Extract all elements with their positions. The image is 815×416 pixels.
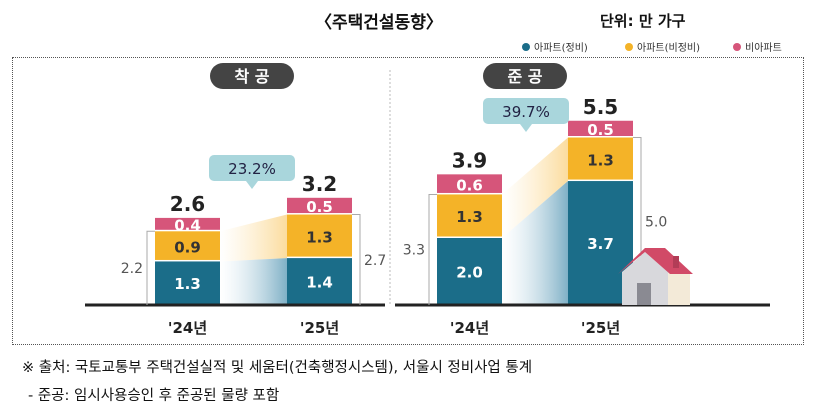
bar-segment <box>287 258 352 304</box>
bracket-line <box>352 214 361 305</box>
data-label: 1.3 <box>306 228 333 246</box>
apartment-total-label: 2.7 <box>364 253 386 269</box>
data-label: 0.4 <box>174 217 201 235</box>
house-wall <box>668 272 690 305</box>
total-label: 2.6 <box>170 192 205 216</box>
data-label: 1.3 <box>174 275 201 293</box>
trend-band <box>220 258 287 305</box>
trend-band <box>502 181 568 305</box>
source-note: ※ 출처: 국토교통부 주택건설실적 및 세움터(건축행정시스템), 서울시 정… <box>22 360 533 376</box>
data-label: 1.4 <box>306 274 333 292</box>
legend-label: 비아파트 <box>745 43 782 54</box>
data-label: 0.6 <box>456 176 483 194</box>
apartment-total-label: 2.2 <box>121 261 143 277</box>
legend-label: 아파트(비정비) <box>637 43 701 54</box>
bar-segment <box>287 197 352 214</box>
trend-band <box>220 214 287 262</box>
apartment-total-label: 3.3 <box>403 243 425 259</box>
legend-swatch <box>733 42 741 51</box>
panel-title: 착 공 <box>234 67 269 86</box>
legend-item: 아파트(정비) <box>522 39 588 54</box>
panel-title: 준 공 <box>507 67 542 86</box>
bar-segment <box>437 174 502 193</box>
house-chimney <box>673 256 679 268</box>
chart-frame <box>12 57 804 345</box>
bar-segment <box>155 217 220 230</box>
bracket-line <box>146 230 155 305</box>
footnote: - 준공: 임시사용승인 후 준공된 물량 포함 <box>28 388 280 404</box>
bar-segment <box>155 261 220 304</box>
legend-item: 비아파트 <box>733 39 782 54</box>
data-label: 0.5 <box>306 198 333 216</box>
panel-title-pill <box>210 63 294 89</box>
data-label: 1.3 <box>587 151 614 169</box>
growth-label: 23.2% <box>228 160 276 178</box>
bar-segment <box>437 194 502 237</box>
trend-band <box>502 137 568 238</box>
data-label: 2.0 <box>456 264 483 282</box>
bar-segment <box>155 231 220 260</box>
legend-swatch <box>522 42 530 51</box>
legend-label: 아파트(정비) <box>534 43 588 54</box>
growth-bubble <box>209 155 295 189</box>
bar-segment <box>568 120 633 136</box>
growth-bubble <box>483 98 569 132</box>
page-title: 〈주택건설동향〉 <box>315 13 443 33</box>
total-label: 5.5 <box>583 95 618 119</box>
bracket-line <box>428 193 437 305</box>
category-label: '24년 <box>168 319 207 337</box>
bar-segment <box>287 214 352 257</box>
bracket-line <box>633 137 642 305</box>
legend-item: 아파트(비정비) <box>625 39 700 54</box>
house-door <box>637 283 651 305</box>
total-label: 3.2 <box>302 172 337 196</box>
category-label: '24년 <box>450 319 489 337</box>
apartment-total-label: 5.0 <box>645 214 667 230</box>
house-icon <box>622 252 668 305</box>
data-label: 3.7 <box>587 235 614 253</box>
unit-label: 단위: 만 가구 <box>600 12 686 30</box>
growth-label: 39.7% <box>502 103 550 121</box>
legend-swatch <box>625 42 633 51</box>
data-label: 0.9 <box>174 238 201 256</box>
data-label: 0.5 <box>587 121 614 139</box>
total-label: 3.9 <box>452 148 487 172</box>
category-label: '25년 <box>300 319 339 337</box>
bar-segment <box>568 137 633 180</box>
category-label: '25년 <box>581 319 620 337</box>
panel-title-pill <box>483 63 567 89</box>
bar-segment <box>437 238 502 304</box>
data-label: 1.3 <box>456 208 483 226</box>
